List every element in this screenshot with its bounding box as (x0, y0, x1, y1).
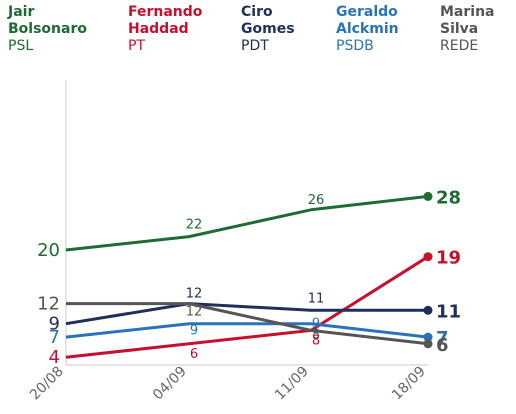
data-label-end: 7 (436, 328, 449, 349)
legend-item: Marina Silva REDE (440, 4, 495, 55)
data-label-end: 19 (436, 248, 461, 269)
series-line (65, 302, 428, 326)
legend-name: Fernando (128, 4, 203, 20)
x-tick-label: 11/09 (272, 364, 312, 404)
data-label-mid: 26 (308, 193, 325, 208)
series-end-marker (423, 339, 433, 349)
legend-party: PDT (241, 38, 269, 54)
series-end-marker (423, 252, 433, 262)
data-label-mid: 9 (312, 317, 320, 332)
legend-name: Marina (440, 4, 495, 20)
data-label-start: 7 (49, 327, 60, 348)
series-end-marker (423, 191, 433, 201)
data-label-mid: 6 (190, 347, 198, 362)
data-label-end: 11 (436, 301, 461, 322)
legend-name: Bolsonaro (8, 21, 87, 37)
legend-item: Geraldo Alckmin PSDB (336, 4, 399, 55)
legend-party: PT (128, 38, 145, 54)
legend-party: PSDB (336, 38, 374, 54)
data-label-start: 20 (37, 240, 60, 261)
data-label-mid: 11 (308, 291, 325, 306)
data-label-end: 28 (436, 187, 461, 208)
chart-legend: Jair Bolsonaro PSL Fernando Haddad PT Ciro Gome… (0, 4, 516, 64)
legend-item: Ciro Gomes PDT (241, 4, 295, 55)
legend-name: Alckmin (336, 21, 399, 37)
data-label-mid: 12 (186, 287, 203, 302)
series-end-marker (423, 332, 433, 342)
data-label-mid: 8 (312, 333, 320, 348)
data-label-start: 9 (49, 314, 60, 335)
legend-item: Fernando Haddad PT (128, 4, 202, 55)
legend-item: Jair Bolsonaro PSL (8, 4, 87, 55)
series-line (65, 255, 429, 359)
legend-name: Silva (440, 21, 479, 37)
legend-name: Haddad (128, 21, 189, 37)
series-line (65, 322, 429, 339)
legend-name: Jair (8, 4, 35, 20)
legend-name: Geraldo (336, 4, 398, 20)
data-label-mid: 8 (312, 327, 320, 342)
data-label-mid: 22 (186, 218, 203, 233)
series-end-marker (423, 305, 433, 315)
legend-name: Gomes (241, 21, 295, 37)
legend-party: REDE (440, 38, 479, 54)
legend-party: PSL (8, 38, 34, 54)
data-label-end: 6 (436, 335, 449, 356)
x-tick-label: 18/09 (389, 364, 429, 404)
x-tick-label: 04/09 (150, 364, 190, 404)
data-label-mid: 12 (186, 305, 203, 320)
series-line (65, 194, 429, 252)
data-label-mid: 9 (190, 324, 198, 339)
legend-name: Ciro (241, 4, 273, 20)
x-tick-label: 20/08 (27, 364, 67, 404)
data-label-start: 12 (37, 294, 60, 315)
data-label-start: 4 (49, 347, 60, 368)
series-line (66, 302, 429, 346)
